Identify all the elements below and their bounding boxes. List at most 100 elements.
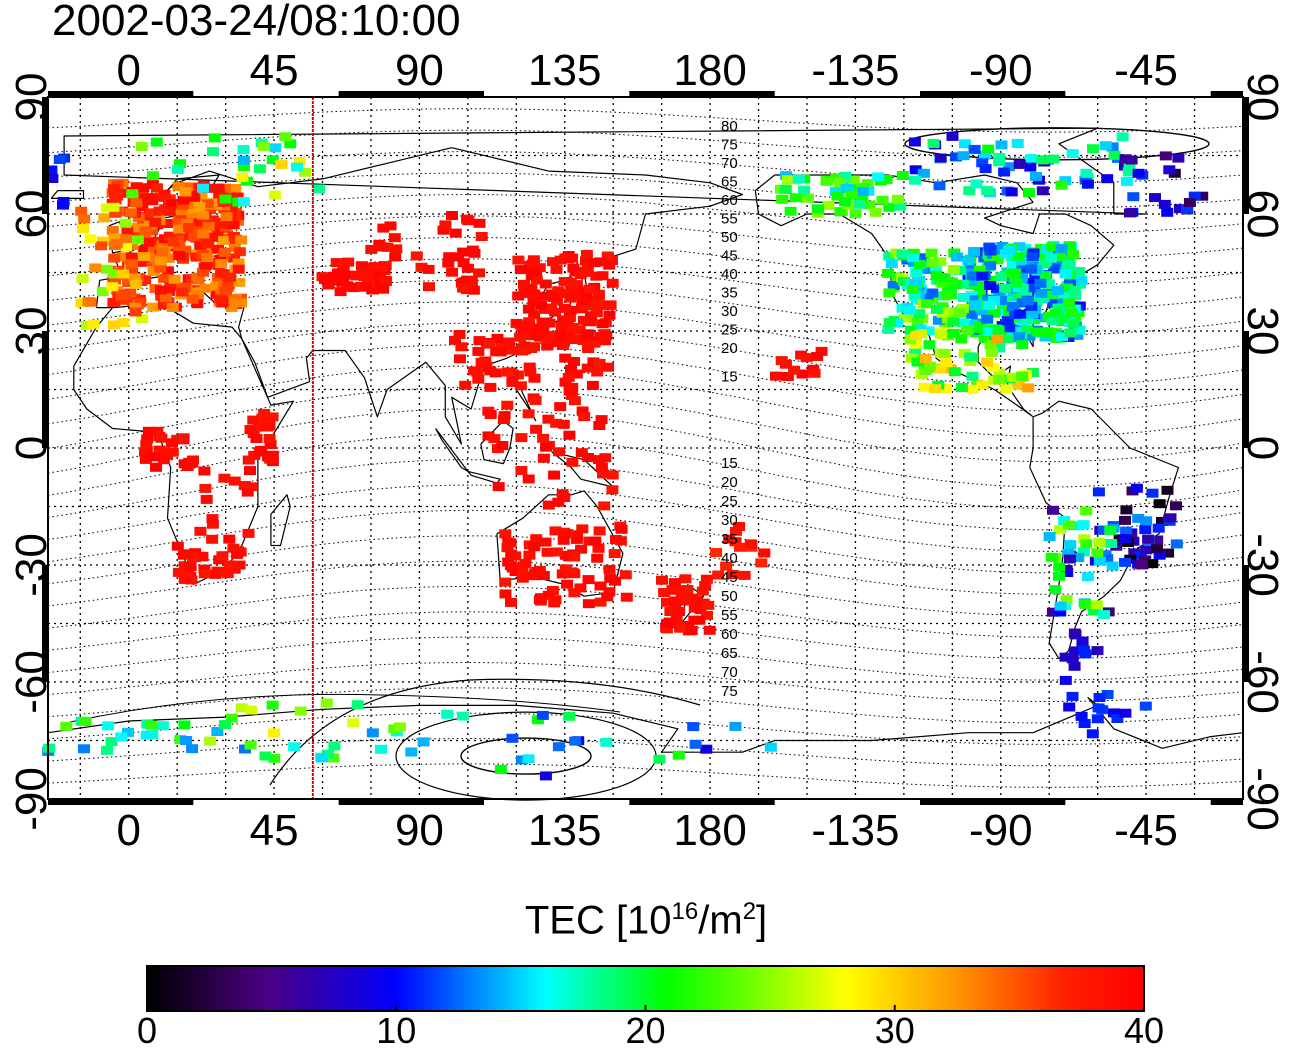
tec-cell xyxy=(105,737,118,747)
tec-cell xyxy=(869,207,882,217)
tec-cell xyxy=(586,380,599,390)
axis-labels: 0 45 90 135 180 -135 -90 -45 0 45 90 135 180 -135 -90 -… xyxy=(7,46,1287,855)
tec-cell xyxy=(365,244,378,254)
tec-cell xyxy=(845,190,858,200)
coastline xyxy=(435,428,469,472)
tec-cell xyxy=(577,336,590,345)
tec-cell xyxy=(1059,675,1072,685)
tec-cell xyxy=(548,470,561,480)
tec-cell xyxy=(1135,560,1148,570)
tec-cell xyxy=(200,260,213,270)
tec-cell xyxy=(1053,562,1066,572)
contour-label: 40 xyxy=(721,550,738,567)
tec-cell xyxy=(106,282,119,292)
tec-cell xyxy=(999,283,1012,293)
tec-cell xyxy=(347,718,360,728)
tec-cell xyxy=(129,307,142,317)
tec-cell xyxy=(921,293,934,303)
tec-cell xyxy=(163,231,176,241)
tec-cell xyxy=(921,299,933,309)
contour-label: 55 xyxy=(721,607,738,624)
lon-tick-label-top: -135 xyxy=(811,46,899,95)
tec-cell xyxy=(100,264,113,274)
tec-cell xyxy=(1068,285,1081,295)
tec-cell xyxy=(1050,308,1062,318)
tec-cell xyxy=(198,466,211,476)
tec-cell xyxy=(954,308,967,318)
tec-cell xyxy=(904,325,917,335)
tec-cell xyxy=(522,754,535,764)
tec-cell xyxy=(223,534,236,544)
tec-cell xyxy=(1001,334,1014,344)
tec-cell xyxy=(182,568,194,578)
tec-cell xyxy=(883,202,896,212)
tec-cell xyxy=(1149,193,1161,203)
tec-cell xyxy=(142,426,155,436)
tec-cell xyxy=(319,274,331,284)
tec-cell xyxy=(906,285,919,294)
tec-cell xyxy=(1064,328,1077,338)
tec-cell xyxy=(833,177,846,187)
tec-cell xyxy=(195,191,208,201)
tec-cell xyxy=(147,245,160,255)
tec-cell xyxy=(966,320,979,329)
tec-cell xyxy=(1088,606,1101,616)
tec-cell xyxy=(183,223,196,232)
tec-cell xyxy=(206,519,219,529)
tec-cell xyxy=(217,219,230,229)
tec-cell xyxy=(1140,545,1153,555)
tec-cell xyxy=(134,298,147,308)
tec-cell xyxy=(1046,316,1059,326)
tec-cell xyxy=(738,570,751,580)
tec-cell xyxy=(1097,525,1110,535)
tec-cell xyxy=(263,421,276,431)
tec-cell xyxy=(598,501,611,511)
tec-cell xyxy=(909,279,922,289)
tec-cell xyxy=(599,453,612,463)
tec-cell xyxy=(984,246,997,256)
tec-cell xyxy=(75,206,88,216)
tec-cell xyxy=(919,366,932,375)
tec-cell xyxy=(1104,525,1117,535)
tec-cell xyxy=(1055,243,1068,253)
tec-cell xyxy=(966,384,979,394)
contour-line xyxy=(47,193,1244,235)
tec-cell xyxy=(483,339,496,349)
tec-cell xyxy=(1013,332,1026,342)
tec-cell xyxy=(504,538,517,548)
tec-cell xyxy=(1069,630,1082,640)
tec-cell xyxy=(466,245,479,255)
tec-cell xyxy=(168,274,181,284)
tec-cell xyxy=(77,224,89,234)
tec-cell xyxy=(678,596,691,606)
tec-cell xyxy=(1046,242,1059,252)
tec-cell xyxy=(986,348,998,357)
tec-cell xyxy=(1054,252,1067,262)
tec-cell xyxy=(1081,572,1094,582)
tec-cell xyxy=(108,233,121,243)
lat-tick-label-left: 30 xyxy=(7,307,56,356)
tec-cell xyxy=(1035,289,1048,298)
tec-cell xyxy=(537,453,550,463)
contour-label: 65 xyxy=(721,645,738,662)
tec-cell xyxy=(229,183,242,193)
tec-cell xyxy=(575,544,588,554)
tec-cell xyxy=(664,607,677,616)
tec-cell xyxy=(580,293,593,303)
tec-cell xyxy=(1036,155,1049,165)
tec-cell xyxy=(700,744,713,754)
tec-cell xyxy=(550,264,563,274)
tec-cell xyxy=(242,528,255,538)
tec-cell xyxy=(1076,636,1089,646)
tec-cell xyxy=(1101,554,1114,564)
tec-cell xyxy=(779,184,792,194)
tec-cell xyxy=(973,265,986,275)
tec-cell xyxy=(515,433,528,443)
tec-cell xyxy=(443,252,456,262)
tec-cell xyxy=(1119,557,1131,567)
tec-cell xyxy=(576,406,589,416)
tec-cell xyxy=(1086,729,1099,739)
tec-cell xyxy=(592,289,605,299)
tec-cell xyxy=(946,131,959,141)
tec-cell xyxy=(951,252,964,262)
